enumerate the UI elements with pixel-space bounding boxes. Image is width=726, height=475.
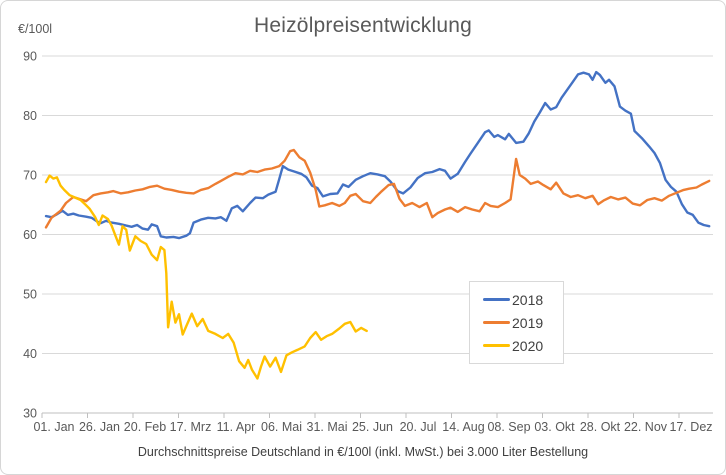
x-tick-label: 06. Mai bbox=[261, 420, 302, 434]
x-tick-label: 28. Okt bbox=[580, 420, 621, 434]
x-tick-label: 17. Mrz bbox=[170, 420, 212, 434]
legend-item-2018: 2018 bbox=[483, 293, 563, 307]
y-tick-label: 70 bbox=[23, 169, 37, 183]
x-tick-label: 11. Apr bbox=[217, 420, 256, 434]
legend-item-2020: 2020 bbox=[483, 339, 563, 353]
x-tick-label: 26. Jan bbox=[79, 420, 120, 434]
y-tick-label: 90 bbox=[23, 50, 37, 64]
x-tick-label: 17. Dez bbox=[669, 420, 712, 434]
chart-subtitle: Durchschnittspreise Deutschland in €/100… bbox=[137, 445, 589, 459]
x-tick-label: 25. Jun bbox=[352, 420, 393, 434]
y-tick-label: 40 bbox=[23, 347, 37, 361]
series-line-2018 bbox=[44, 70, 711, 240]
y-tick-label: 80 bbox=[23, 109, 37, 123]
x-tick-label: 08. Sep bbox=[487, 420, 530, 434]
x-tick-label: 20. Jul bbox=[400, 420, 437, 434]
series-line-2020 bbox=[44, 174, 368, 380]
x-tick-label: 01. Jan bbox=[33, 420, 74, 434]
x-tick-label: 31. Mai bbox=[307, 420, 348, 434]
legend: 2018 2019 2020 bbox=[469, 281, 564, 364]
y-tick-label: 50 bbox=[23, 288, 37, 302]
x-tick-label: 20. Feb bbox=[124, 420, 166, 434]
chart-title: Heizölpreisentwicklung bbox=[254, 14, 472, 37]
legend-label-2019: 2019 bbox=[512, 314, 544, 331]
y-tick-label: 30 bbox=[23, 407, 37, 421]
x-tick-label: 22. Nov bbox=[624, 420, 668, 434]
legend-swatch-2019 bbox=[483, 320, 510, 325]
y-axis-unit-label: €/100l bbox=[18, 22, 53, 36]
legend-item-2019: 2019 bbox=[483, 316, 563, 330]
series-line-2019 bbox=[44, 148, 711, 229]
y-tick-label: 60 bbox=[23, 228, 37, 242]
legend-swatch-2018 bbox=[483, 297, 510, 302]
x-tick-label: 03. Okt bbox=[534, 420, 575, 434]
legend-label-2020: 2020 bbox=[512, 337, 544, 354]
legend-swatch-2020 bbox=[483, 343, 510, 348]
x-tick-label: 14. Aug bbox=[442, 420, 484, 434]
legend-label-2018: 2018 bbox=[512, 291, 544, 308]
